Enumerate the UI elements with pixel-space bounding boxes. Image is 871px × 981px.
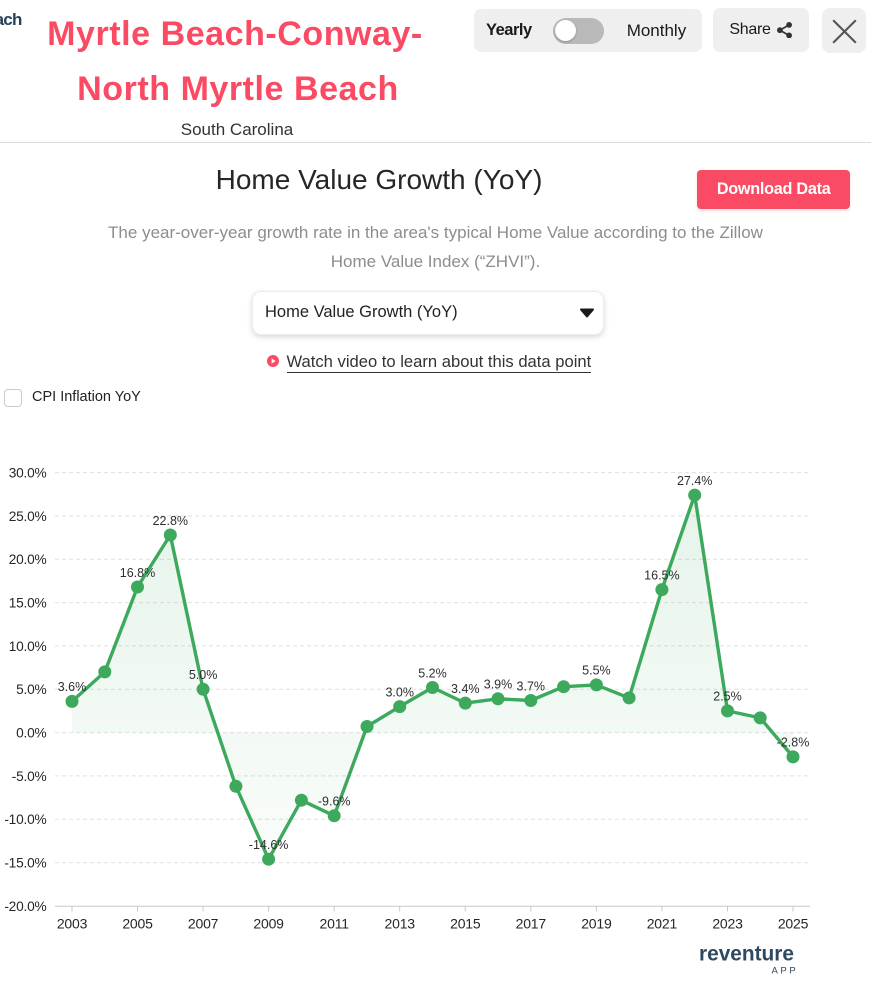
svg-text:30.0%: 30.0%: [9, 466, 47, 481]
svg-text:5.2%: 5.2%: [418, 666, 447, 680]
svg-text:-15.0%: -15.0%: [4, 856, 46, 871]
svg-text:10.0%: 10.0%: [9, 639, 47, 654]
svg-text:-5.0%: -5.0%: [12, 769, 47, 784]
svg-text:2015: 2015: [450, 916, 481, 932]
svg-text:27.4%: 27.4%: [677, 474, 712, 488]
svg-text:5.0%: 5.0%: [189, 668, 218, 682]
svg-text:5.5%: 5.5%: [582, 664, 611, 678]
svg-text:20.0%: 20.0%: [9, 552, 47, 567]
svg-text:16.5%: 16.5%: [644, 568, 679, 582]
svg-text:-9.6%: -9.6%: [318, 795, 351, 809]
svg-text:15.0%: 15.0%: [9, 596, 47, 611]
svg-text:2021: 2021: [647, 916, 678, 932]
svg-text:3.4%: 3.4%: [451, 682, 480, 696]
svg-text:2013: 2013: [385, 916, 416, 932]
svg-text:2025: 2025: [778, 916, 809, 932]
svg-text:2005: 2005: [122, 916, 153, 932]
svg-text:16.8%: 16.8%: [120, 566, 155, 580]
svg-text:-14.6%: -14.6%: [249, 838, 289, 852]
svg-text:3.6%: 3.6%: [58, 680, 87, 694]
svg-text:3.7%: 3.7%: [517, 679, 546, 693]
svg-text:reventure: reventure: [699, 943, 794, 966]
svg-text:25.0%: 25.0%: [9, 509, 47, 524]
svg-text:3.9%: 3.9%: [484, 678, 513, 692]
svg-text:2023: 2023: [712, 916, 743, 932]
svg-text:3.0%: 3.0%: [385, 685, 414, 699]
svg-text:0.0%: 0.0%: [16, 726, 46, 741]
svg-text:-10.0%: -10.0%: [4, 812, 46, 827]
svg-text:-20.0%: -20.0%: [4, 899, 46, 914]
svg-text:APP: APP: [772, 966, 799, 977]
svg-text:2.5%: 2.5%: [713, 690, 742, 704]
svg-text:-2.8%: -2.8%: [777, 736, 810, 750]
svg-text:2011: 2011: [320, 916, 350, 932]
svg-text:2019: 2019: [581, 916, 612, 932]
svg-text:2017: 2017: [516, 916, 547, 932]
svg-text:2009: 2009: [253, 916, 284, 932]
svg-text:22.8%: 22.8%: [153, 514, 188, 528]
svg-text:2003: 2003: [57, 916, 88, 932]
svg-text:5.0%: 5.0%: [16, 682, 46, 697]
svg-text:2007: 2007: [188, 916, 219, 932]
